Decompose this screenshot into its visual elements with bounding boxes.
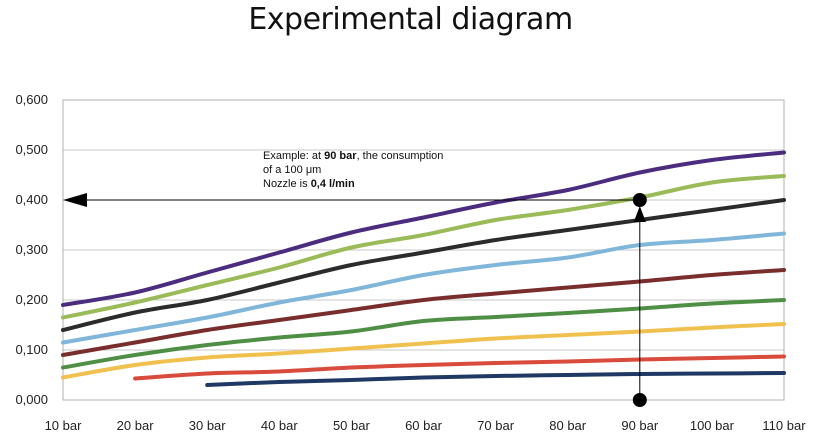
up-arrow-head [633,206,646,222]
series-line-3 [61,198,786,332]
series-line-6 [61,298,786,370]
x-tick-label: 80 bar [549,418,587,433]
y-tick-label: 0,300 [15,242,48,257]
x-tick-label: 100 bar [690,418,735,433]
series-line-9 [205,371,786,387]
series-lines [61,150,786,387]
series-line-4 [61,231,786,345]
y-tick-label: 0,600 [15,92,48,107]
x-tick-label: 40 bar [261,418,299,433]
x-tick-label: 60 bar [405,418,443,433]
annotation-line-3: Nozzle is 0,4 l/min [263,178,355,190]
x-tick-label: 90 bar [621,418,659,433]
annotation-line-2: of a 100 μm [263,164,321,176]
axis-point-marker [632,393,647,407]
y-tick-label: 0,400 [15,192,48,207]
x-axis-tick-labels: 10 bar 20 bar 30 bar 40 bar 50 bar 60 bar 70 b… [45,418,807,433]
y-tick-label: 0,200 [15,292,48,307]
plot-frame [62,99,785,401]
x-tick-label: 10 bar [45,418,83,433]
annotation-line-1: Example: at 90 bar, the consumption [263,150,443,162]
left-arrow-head [63,193,87,207]
x-tick-label: 110 bar [762,418,806,433]
chart-title: Experimental diagram [248,2,573,37]
y-tick-label: 0,100 [15,342,48,357]
series-line-5 [61,268,786,357]
x-tick-label: 50 bar [333,418,371,433]
y-axis-tick-labels: 0,000 0,100 0,200 0,300 0,400 0,500 0,600 [15,92,48,407]
series-line-2 [61,174,786,320]
y-tick-label: 0,500 [15,142,48,157]
x-tick-label: 30 bar [189,418,227,433]
y-tick-label: 0,000 [15,392,48,407]
x-tick-label: 70 bar [477,418,515,433]
series-line-7 [61,322,786,380]
example-annotation: Example: at 90 bar, the consumption of a… [63,150,647,407]
series-line-1 [61,150,786,307]
grid-lines [62,99,785,401]
series-line-8 [133,354,786,381]
x-tick-label: 20 bar [117,418,155,433]
example-point-marker [632,193,647,207]
